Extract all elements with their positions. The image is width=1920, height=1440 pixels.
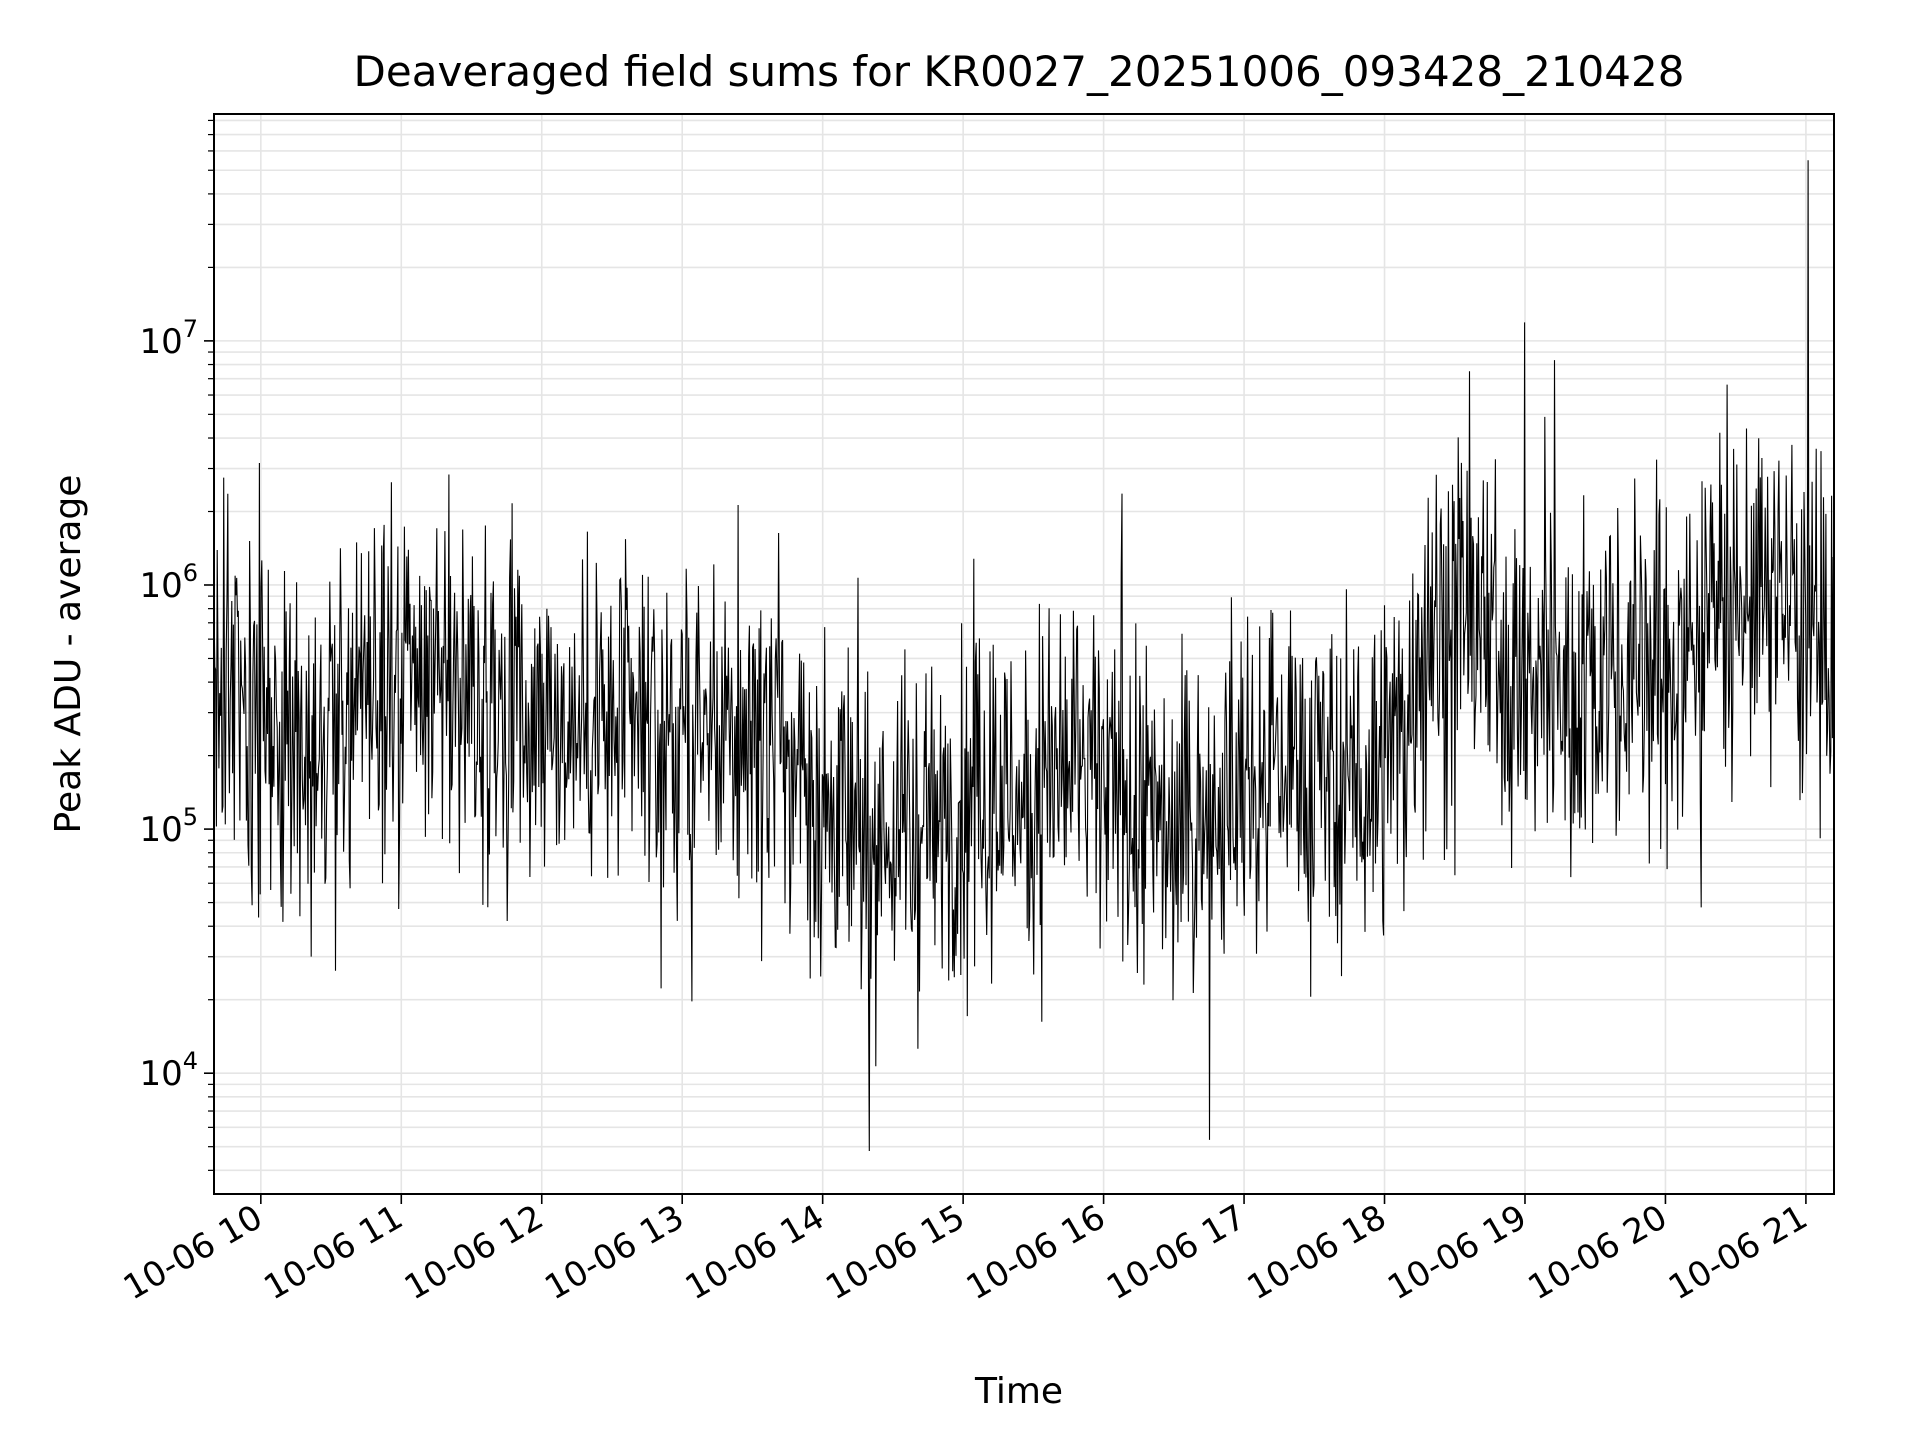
y-axis: 104 105 106 107 <box>139 119 214 1171</box>
series-line <box>213 160 1835 1152</box>
x-axis-label: Time <box>974 1371 1063 1412</box>
plot-frame <box>213 113 1835 1195</box>
series-path <box>213 160 1835 1152</box>
y-tick-label: 106 <box>139 559 198 606</box>
chart-title: Deaveraged field sums for KR0027_2025100… <box>354 47 1685 96</box>
y-axis-label: Peak ADU - average <box>48 475 89 834</box>
y-tick-label: 107 <box>139 315 198 362</box>
y-tick-label: 104 <box>139 1047 198 1094</box>
y-tick-label: 105 <box>139 803 198 850</box>
